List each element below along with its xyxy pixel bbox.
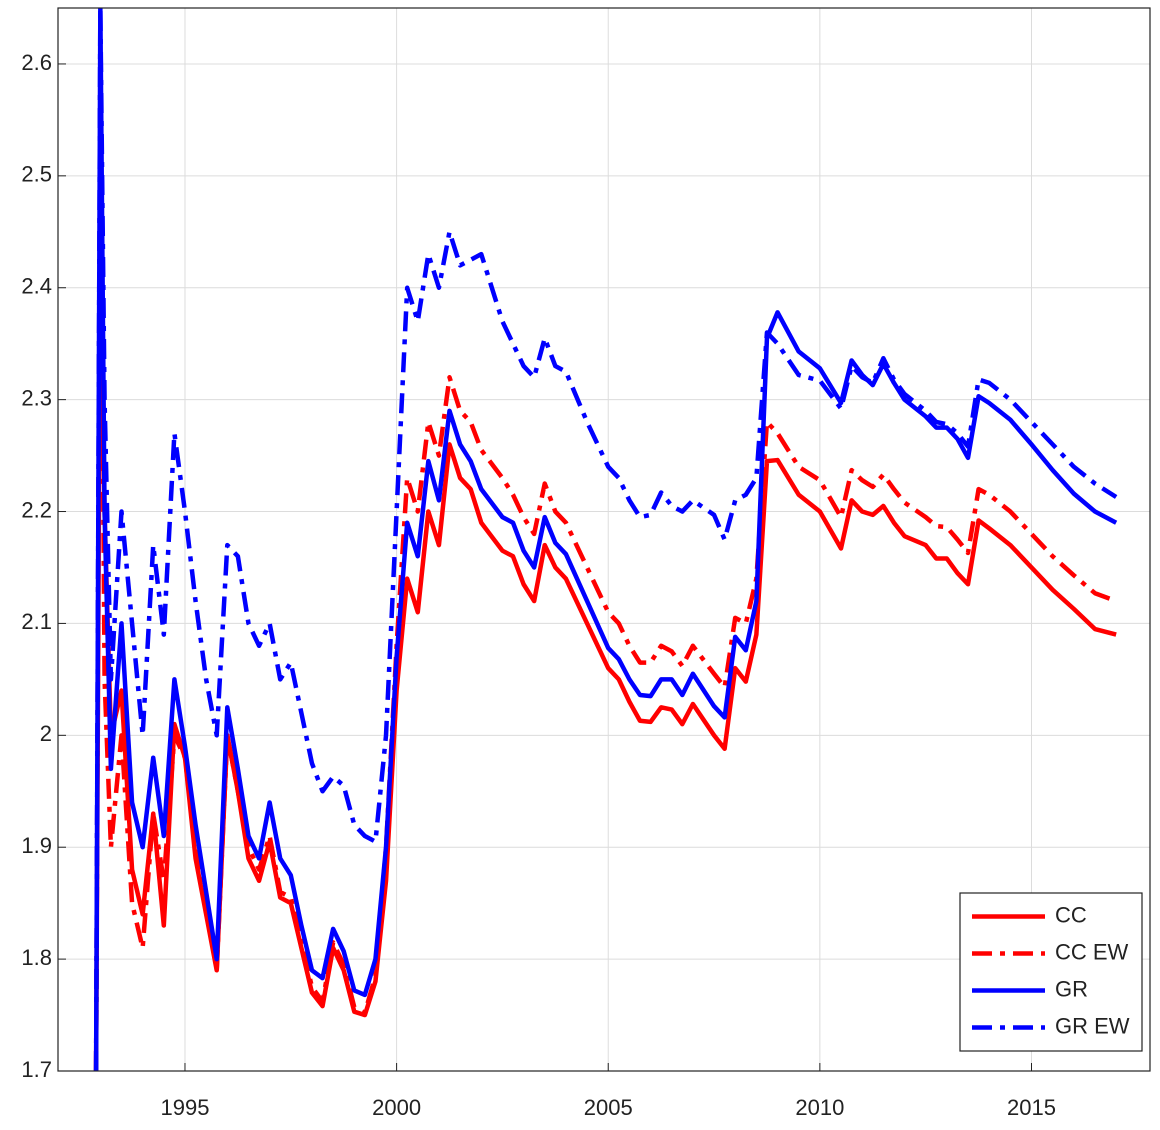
tick-labels: 1.7 1.8 1.9 2 2.1 2.2 2.3 2.4 2.5 2.6 1995 2000 2005…: [21, 50, 1056, 1120]
y-tick-label: 1.8: [21, 945, 52, 970]
y-tick-label: 2.3: [21, 385, 52, 410]
y-tick-label: 2.4: [21, 274, 52, 299]
grid: [58, 8, 1150, 1072]
y-tick-label: 1.9: [21, 833, 52, 858]
legend-label: CC: [1055, 902, 1087, 927]
plot-area: [93, 8, 1118, 1071]
series-line: [93, 8, 1118, 1071]
x-tick-label: 2005: [584, 1095, 633, 1120]
y-tick-label: 2.2: [21, 497, 52, 522]
legend-label: CC EW: [1055, 939, 1129, 964]
y-tick-label: 2.6: [21, 50, 52, 75]
x-tick-label: 2010: [795, 1095, 844, 1120]
legend-label: GR: [1055, 976, 1088, 1001]
y-tick-label: 2.1: [21, 609, 52, 634]
legend: CC CC EW GR GR EW: [959, 892, 1143, 1052]
axes-frame: [57, 7, 1151, 1072]
y-tick-label: 2: [40, 721, 52, 746]
y-tick-label: 1.7: [21, 1057, 52, 1082]
x-tick-label: 2015: [1007, 1095, 1056, 1120]
x-tick-label: 1995: [161, 1095, 210, 1120]
legend-label: GR EW: [1055, 1013, 1130, 1038]
series-line: [93, 8, 1118, 1071]
x-tick-label: 2000: [372, 1095, 421, 1120]
legend-box: [959, 892, 1143, 1052]
y-tick-label: 2.5: [21, 162, 52, 187]
